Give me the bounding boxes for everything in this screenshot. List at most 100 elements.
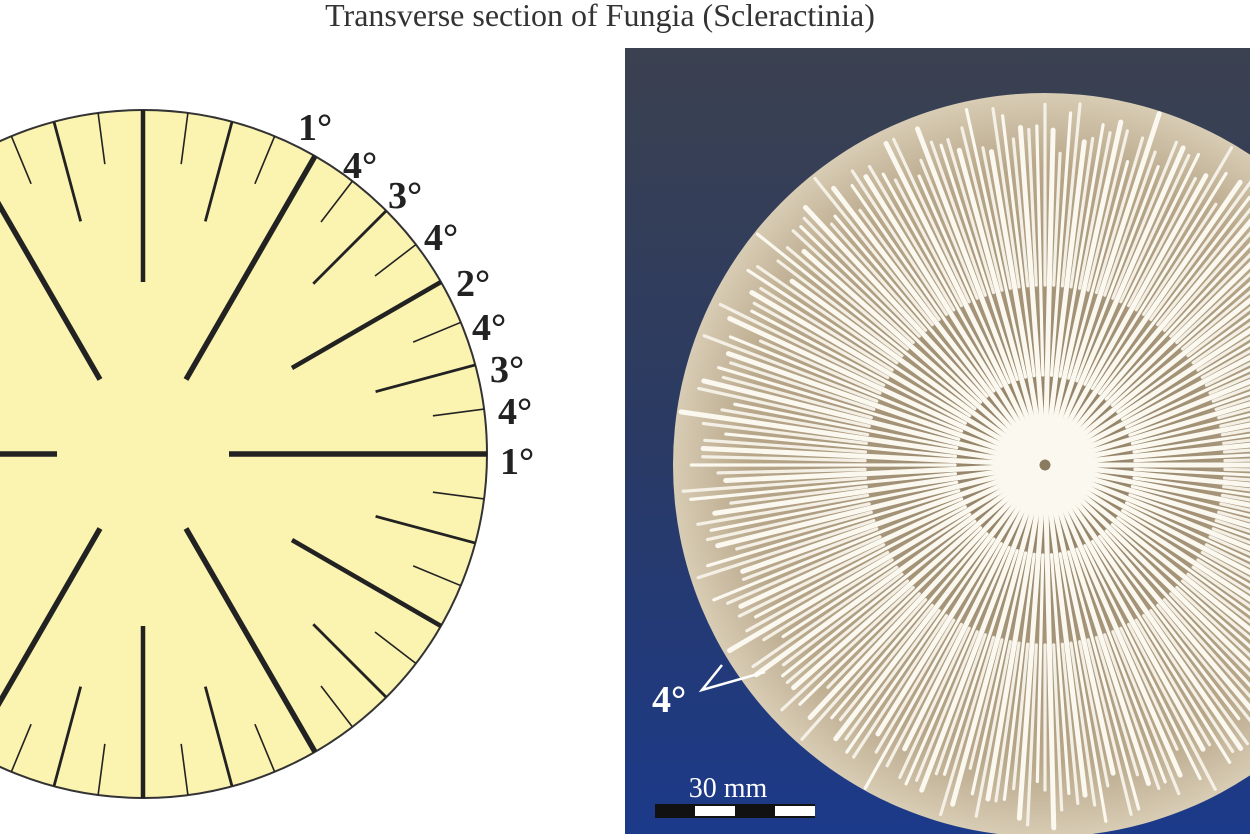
photo-label: 4° (652, 679, 686, 721)
coral-septum (785, 579, 910, 685)
septum (8, 131, 32, 185)
coral-septum (1058, 123, 1105, 378)
coral-septum (1047, 469, 1244, 751)
coral-septum (717, 366, 961, 441)
septum-label: 4° (343, 145, 377, 187)
septum (312, 206, 391, 285)
coral-septum (867, 164, 956, 312)
coral-septum (1090, 539, 1232, 764)
coral-septum (960, 126, 1004, 292)
coral-septum (844, 609, 941, 741)
coral-septum (1211, 385, 1250, 403)
coral-septum (1130, 484, 1250, 518)
coral-septum (1050, 401, 1250, 466)
coral-septum (1103, 633, 1161, 791)
coral-septum (915, 126, 1045, 461)
coral-photo: 4° 30 mm (625, 48, 1250, 834)
septum (51, 686, 83, 792)
septum (432, 491, 487, 501)
coral-septum (1075, 547, 1167, 784)
coral-septum (1134, 618, 1212, 747)
coral-septum (858, 208, 941, 321)
coral-septum (863, 542, 1003, 790)
coral-septum (1060, 642, 1080, 805)
coral-septum (1191, 321, 1250, 365)
coral-septum (833, 468, 1043, 742)
septum (432, 407, 487, 417)
septum (203, 116, 235, 222)
coral-septum (902, 469, 1044, 752)
coral-septum (833, 214, 989, 398)
coral-septum (1050, 464, 1250, 529)
septum-label: 3° (490, 349, 524, 391)
coral-septum (991, 106, 1021, 289)
septum (0, 527, 103, 758)
coral-septum (1169, 592, 1250, 678)
coral-septum (752, 301, 890, 380)
coral-septum (929, 140, 987, 297)
coral-septum (1035, 553, 1045, 784)
coral-septum (759, 286, 894, 372)
septum-label: 4° (472, 307, 506, 349)
coral-septum (1048, 467, 1250, 633)
coral-septum (728, 335, 964, 433)
coral-septum (981, 146, 1013, 290)
coral-septum (697, 386, 871, 428)
coral-septum (696, 519, 876, 580)
coral-septum (735, 510, 873, 551)
coral-septum (1120, 509, 1250, 588)
coral-septum (729, 485, 868, 505)
coral-septum (1077, 131, 1112, 290)
coral-septum (801, 248, 1042, 463)
coral-septum (1049, 354, 1250, 464)
scale-bar-segment (775, 806, 815, 816)
coral-septum (1220, 428, 1250, 437)
coral-septum (1219, 502, 1250, 512)
coral-septum (830, 532, 989, 720)
coral-septum (956, 147, 1046, 460)
coral-septum (885, 622, 963, 768)
coral-septum (1001, 114, 1036, 378)
scale-bar-label: 30 mm (689, 773, 768, 804)
coral-septum (892, 137, 971, 304)
coral-septum (1069, 641, 1097, 807)
coral-septum (718, 302, 886, 387)
coral-septum (702, 334, 879, 403)
septum (290, 538, 447, 631)
coral-septum (750, 309, 967, 425)
coral-septum (875, 469, 1044, 737)
septum (254, 131, 278, 185)
septum-label: 2° (456, 263, 490, 305)
coral-septum (785, 246, 910, 351)
coral-septum (1120, 342, 1250, 421)
coral-septum (1044, 111, 1162, 460)
coral-septum (1104, 529, 1250, 688)
coral-septum (1196, 335, 1250, 372)
coral-septum (749, 290, 1041, 464)
coral-septum (1060, 102, 1082, 288)
coral-septum (1048, 261, 1250, 462)
coral-septum (1035, 124, 1045, 377)
coral-septum (802, 204, 1043, 462)
coral-septum (874, 618, 956, 754)
coral-septum (1050, 463, 1250, 488)
coral-septum (1083, 152, 1201, 386)
coral-septum (898, 626, 971, 780)
septum (374, 631, 421, 668)
coral-septum (738, 465, 1041, 609)
coral-septum (1044, 470, 1151, 787)
coral-septum (1050, 442, 1250, 467)
coral-septum (1048, 468, 1250, 669)
coral-septum (1046, 469, 1206, 752)
coral-septum (850, 184, 996, 393)
septum (412, 319, 466, 343)
coral-septum (826, 592, 921, 689)
coral-septum (678, 409, 1040, 467)
coral-septum (724, 432, 958, 458)
coral-septum (1083, 544, 1202, 781)
coral-septum (705, 502, 871, 542)
septum (8, 723, 32, 777)
coral-septum (1052, 151, 1062, 287)
coral-septum (1142, 613, 1235, 753)
coral-septum (988, 149, 1047, 460)
